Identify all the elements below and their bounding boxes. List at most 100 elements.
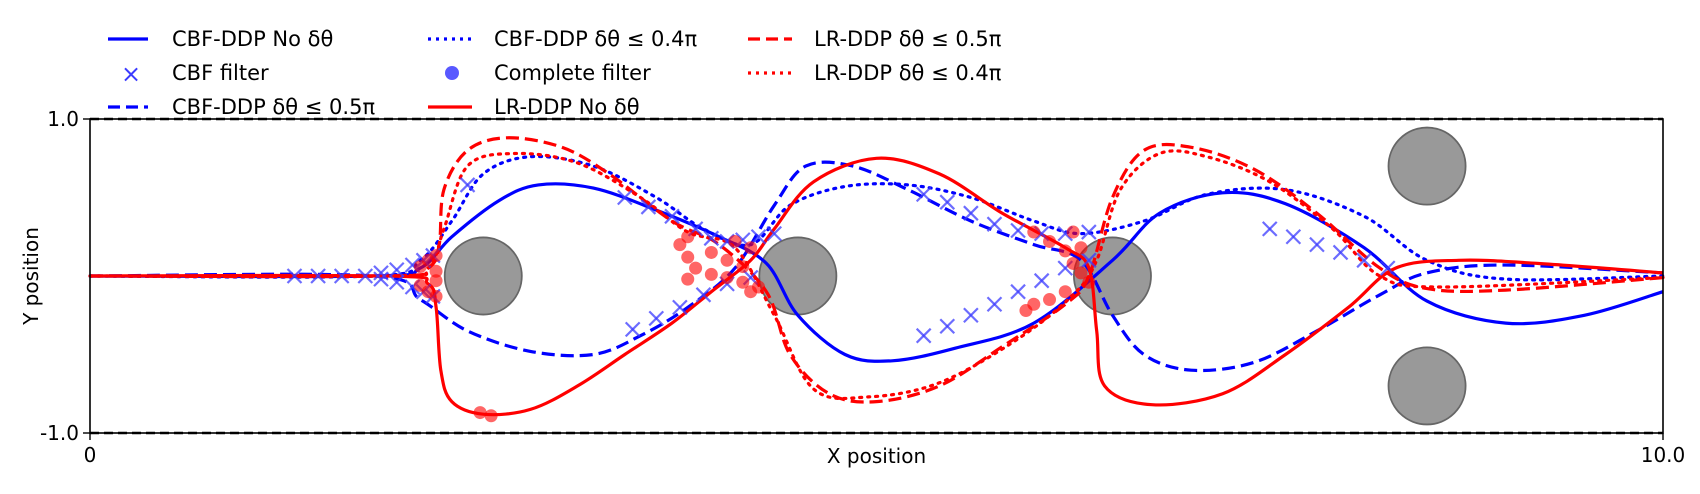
y-axis-label: Y position: [19, 227, 43, 326]
legend-item-7: LR-DDP δθ ≤ 0.4π: [748, 61, 1002, 85]
cbf-filter-marker: [357, 268, 374, 284]
svg-text:×: ×: [121, 60, 141, 88]
cbf-filter-marker: [939, 318, 956, 335]
x-tick-label-right: 10.0: [1641, 443, 1686, 467]
series-line-6: [89, 136, 1664, 404]
series-line-0: [89, 182, 1664, 363]
legend-label-5: LR-DDP No δθ: [494, 95, 640, 119]
cbf-filter-marker: [286, 268, 303, 284]
cbf-filter-marker: [459, 177, 476, 193]
cbf-filter-marker: [388, 261, 405, 278]
lr-filter-marker: [720, 253, 734, 267]
cbf-filter-marker: [1332, 244, 1349, 261]
lr-filter-marker: [1074, 266, 1088, 280]
cbf-filter-marker: [1356, 252, 1372, 269]
lr-filter-marker: [736, 260, 750, 274]
lr-filter-marker: [1043, 293, 1057, 307]
lr-filter-marker: [1066, 256, 1080, 270]
series-line-4: [88, 154, 1665, 282]
legend-label-3: CBF-DDP δθ ≤ 0.4π: [494, 27, 697, 51]
cbf-filter-marker: [986, 296, 1003, 313]
cbf-filter-marker: [648, 310, 665, 327]
cbf-filter-marker: [640, 199, 657, 215]
lr-filter-marker: [1066, 225, 1080, 239]
lr-filter-marker: [429, 289, 443, 303]
legend-item-4: Complete filter: [445, 61, 651, 85]
legend-label-6: LR-DDP δθ ≤ 0.5π: [814, 27, 1002, 51]
lr-filter-marker: [1058, 244, 1072, 258]
cbf-filter-marker: [1309, 236, 1325, 253]
cbf-filter-marker: [1010, 222, 1026, 239]
legend-item-5: LR-DDP No δθ: [428, 95, 640, 119]
cbf-filter-marker: [915, 327, 932, 344]
series-lines: [88, 136, 1665, 417]
cbf-filter-marker: [310, 268, 326, 284]
legend-label-4: Complete filter: [494, 61, 651, 85]
cbf-filter-marker: [373, 265, 389, 281]
legend-label-7: LR-DDP δθ ≤ 0.4π: [814, 61, 1002, 85]
cbf-filter-marker: [617, 189, 633, 206]
lr-filter-marker: [1082, 275, 1096, 289]
cbf-filter-marker: [388, 274, 405, 291]
cbf-filter-marker: [766, 225, 783, 242]
lr-filter-marker: [673, 238, 687, 252]
cbf-filter-marker: [1081, 252, 1097, 269]
lr-filter-marker: [1027, 297, 1041, 311]
cbf-filter-marker: [695, 287, 712, 303]
legend-item-1: × CBF filter: [121, 60, 269, 88]
y-tick-label-top: 1.0: [47, 107, 79, 131]
lr-filter-marker: [704, 267, 718, 281]
lr-filter-marker: [1058, 285, 1072, 299]
plot-frame: [89, 118, 1664, 434]
x-axis-label: X position: [827, 444, 926, 468]
cbf-filter-marker: [963, 307, 979, 324]
obstacle-0: [443, 236, 523, 316]
obstacle-1: [758, 236, 838, 316]
lr-filter-marker: [429, 264, 443, 278]
cbf-filter-marker: [750, 228, 767, 245]
lr-filter-marker: [704, 245, 718, 259]
lr-filter-marker: [681, 272, 695, 286]
cbf-filter-marker: [672, 299, 688, 316]
series-line-7: [88, 149, 1665, 401]
cbf-filter-marker: [373, 271, 389, 287]
legend-label-2: CBF-DDP δθ ≤ 0.5π: [172, 95, 375, 119]
cbf-filter-marker: [1033, 272, 1050, 289]
lr-filter-marker: [728, 234, 742, 248]
cbf-filter-marker: [915, 186, 932, 203]
lr-filter-marker: [1074, 241, 1088, 255]
lr-filter-marker: [720, 271, 734, 285]
lr-filter-marker: [429, 274, 443, 288]
cbf-filter-marker: [1261, 221, 1278, 237]
lr-filter-marker: [429, 249, 443, 263]
obstacle-3: [1387, 126, 1467, 206]
plot-area: [88, 117, 1665, 435]
lr-filter-marker: [736, 275, 750, 289]
obstacle-4: [1387, 346, 1467, 426]
lr-filter-marker: [681, 250, 695, 264]
cbf-filter-marker: [703, 230, 720, 247]
x-tick-label-left: 0: [84, 443, 97, 467]
axis-ticks: 1.0 -1.0 0 10.0: [40, 107, 1685, 467]
lr-filter-marker: [752, 280, 766, 294]
legend: CBF-DDP No δθ × CBF filter CBF-DDP δθ ≤ …: [108, 27, 1002, 119]
legend-item-0: CBF-DDP No δθ: [108, 27, 333, 51]
cbf-filter-marker: [939, 194, 956, 210]
cbf-filter-marker: [1081, 224, 1097, 240]
obstacles: [443, 126, 1467, 426]
legend-label-1: CBF filter: [172, 61, 269, 85]
cbf-filter-marker: [986, 216, 1003, 232]
lr-filter-marker: [744, 241, 758, 255]
lr-filter-marker: [1043, 234, 1057, 248]
legend-item-3: CBF-DDP δθ ≤ 0.4π: [428, 27, 697, 51]
cbf-filter-marker: [664, 208, 680, 225]
legend-item-6: LR-DDP δθ ≤ 0.5π: [748, 27, 1002, 51]
y-tick-label-bottom: -1.0: [40, 421, 79, 445]
cbf-filter-marker: [1285, 228, 1302, 245]
legend-item-2: CBF-DDP δθ ≤ 0.5π: [108, 95, 375, 119]
cbf-filter-marker: [333, 268, 350, 284]
filter-markers: [286, 177, 1396, 423]
cbf-filter-marker: [1010, 283, 1026, 300]
legend-label-0: CBF-DDP No δθ: [172, 27, 333, 51]
